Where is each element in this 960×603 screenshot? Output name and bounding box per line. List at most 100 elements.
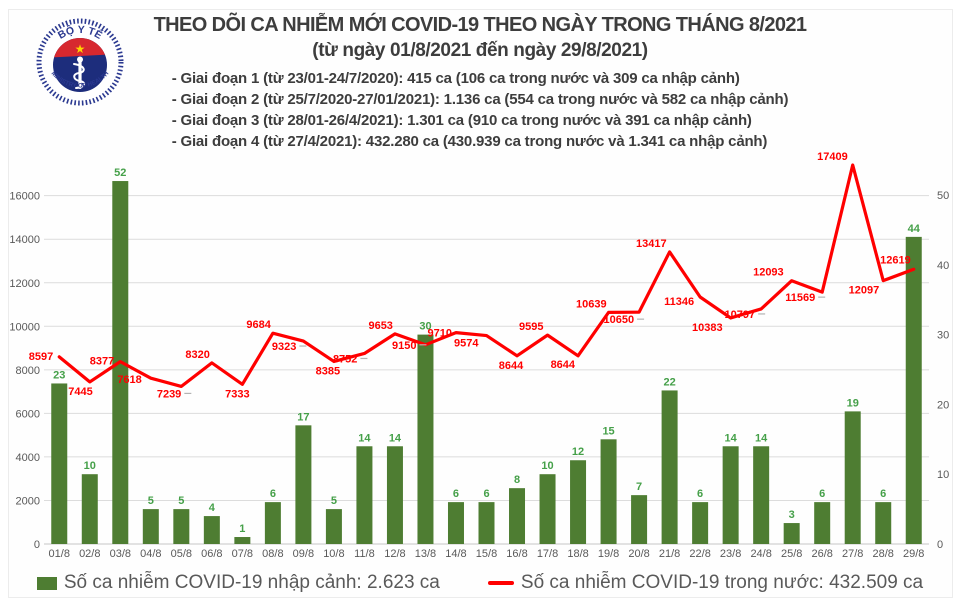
bar-25/8 [783,523,800,544]
phase-summary-block: - Giai đoạn 1 (từ 23/01-24/7/2020): 415 … [172,68,789,152]
bar-19/8 [600,439,617,544]
svg-text:5: 5 [178,495,184,507]
logo-emblem: ★ [53,38,107,92]
bar-23/8 [722,446,739,544]
legend-line-domestic [487,581,514,585]
svg-text:10000: 10000 [9,321,40,333]
svg-text:10: 10 [937,469,949,481]
svg-text:03/8: 03/8 [110,548,131,560]
svg-text:14: 14 [389,432,402,444]
svg-text:10: 10 [84,460,96,472]
bar-22/8 [692,502,709,544]
svg-text:24/8: 24/8 [750,548,771,560]
svg-text:08/8: 08/8 [262,548,283,560]
svg-text:12097: 12097 [849,285,880,297]
svg-text:09/8: 09/8 [293,548,314,560]
svg-text:8597: 8597 [29,351,53,363]
svg-text:8644: 8644 [551,359,576,371]
svg-text:8752: 8752 [333,353,357,365]
ministry-of-health-logo: ★ BỘ Y TẾ MINISTRY OF HEALTH [36,18,124,106]
svg-text:22: 22 [663,376,675,388]
svg-text:10650: 10650 [603,314,634,326]
svg-text:9574: 9574 [454,338,479,350]
phase-summary-line-1: - Giai đoạn 1 (từ 23/01-24/7/2020): 415 … [171,70,740,87]
svg-text:21/8: 21/8 [659,548,680,560]
svg-text:25/8: 25/8 [781,548,802,560]
svg-text:12093: 12093 [753,267,784,279]
svg-text:6: 6 [483,488,489,500]
bar-07/8 [234,537,251,544]
svg-text:8: 8 [514,474,520,486]
svg-text:06/8: 06/8 [201,548,222,560]
svg-text:11346: 11346 [664,296,694,308]
bar-15/8 [478,502,495,544]
svg-text:9150: 9150 [392,340,416,352]
bar-02/8 [81,474,98,544]
svg-text:14/8: 14/8 [445,548,466,560]
svg-text:10639: 10639 [576,298,607,310]
svg-text:1: 1 [239,523,245,535]
svg-text:44: 44 [908,223,921,235]
bar-27/8 [844,411,861,544]
legend-label-imported: Số ca nhiễm COVID-19 nhập cảnh: 2.623 ca [63,572,440,593]
svg-text:12619: 12619 [880,254,911,266]
svg-text:23/8: 23/8 [720,548,741,560]
svg-text:9684: 9684 [246,319,271,331]
bar-10/8 [325,509,342,544]
svg-text:14: 14 [725,432,738,444]
svg-text:14000: 14000 [9,234,40,246]
svg-text:0: 0 [937,539,943,551]
svg-text:30: 30 [937,330,949,342]
logo-top-text: BỘ Y TẾ [56,24,105,42]
svg-text:8000: 8000 [16,365,40,377]
phase-summary-line-2: - Giai đoạn 2 (từ 25/7/2020-27/01/2021):… [171,91,789,108]
bar-01/8 [51,383,68,544]
svg-text:12000: 12000 [9,278,40,290]
bar-24/8 [753,446,770,544]
bar-08/8 [264,502,281,544]
legend-item-imported: Số ca nhiễm COVID-19 nhập cảnh: 2.623 ca [36,572,440,594]
svg-text:12: 12 [572,446,584,458]
svg-text:8644: 8644 [499,360,524,372]
svg-text:13/8: 13/8 [415,548,436,560]
svg-text:15/8: 15/8 [476,548,497,560]
svg-text:17/8: 17/8 [537,548,558,560]
svg-text:7333: 7333 [225,388,249,400]
bar-05/8 [173,509,190,544]
data-labels: 23 10 52 5 5 4 1 6 17 5 14 14 30 6 6 8 10 12 15 7 22 6 14 14 3 6 1… [29,151,921,535]
bar-09/8 [295,425,312,544]
svg-text:10797: 10797 [725,309,756,321]
svg-text:7: 7 [636,481,642,493]
svg-text:6: 6 [270,488,276,500]
svg-text:20: 20 [937,399,949,411]
svg-text:14: 14 [755,432,768,444]
bar-21/8 [661,390,678,544]
svg-text:27/8: 27/8 [842,548,863,560]
svg-text:6: 6 [880,488,886,500]
svg-text:19: 19 [847,397,859,409]
svg-text:9323: 9323 [272,341,296,353]
svg-text:9710: 9710 [427,328,451,340]
svg-text:8320: 8320 [185,349,209,361]
svg-text:10: 10 [541,460,553,472]
svg-text:11569: 11569 [785,292,815,304]
svg-text:16000: 16000 [9,191,40,203]
phase-summary-line-4: - Giai đoạn 4 (từ 27/4/2021): 432.280 ca… [171,133,768,150]
svg-text:29/8: 29/8 [903,548,924,560]
chart-title: THEO DÕI CA NHIỄM MỚI COVID-19 THEO NGÀY… [153,14,807,36]
bar-20/8 [631,495,648,544]
bar-04/8 [142,509,159,544]
bar-28/8 [875,502,892,544]
svg-text:6: 6 [819,488,825,500]
svg-text:18/8: 18/8 [567,548,588,560]
svg-text:7445: 7445 [68,386,92,398]
svg-text:07/8: 07/8 [232,548,253,560]
svg-text:4000: 4000 [16,452,40,464]
svg-text:9653: 9653 [368,320,392,332]
svg-text:6: 6 [697,488,703,500]
svg-text:4: 4 [209,502,216,514]
svg-text:2000: 2000 [16,495,40,507]
svg-text:17: 17 [297,411,309,423]
svg-text:5: 5 [331,495,337,507]
